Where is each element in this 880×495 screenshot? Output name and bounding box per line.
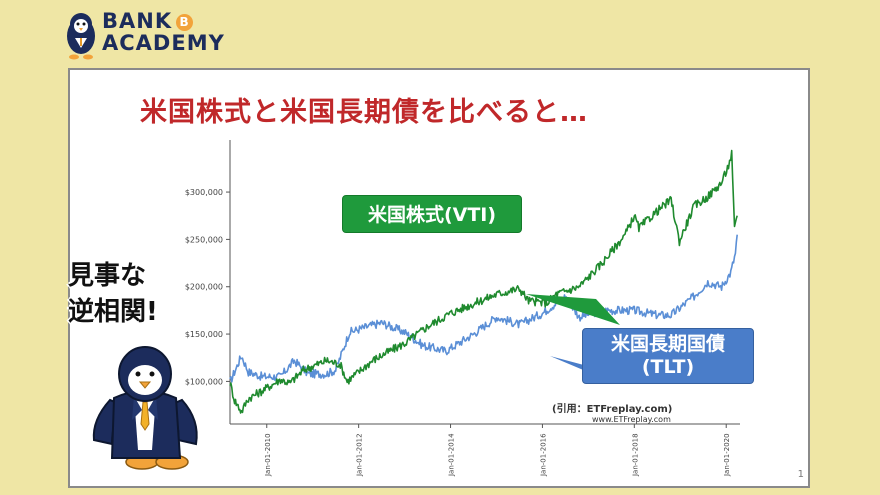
stock-callout-label: 米国株式(VTI) [367,204,497,226]
bond-callout-line2: (TLT) [641,356,695,378]
bond-series-line [229,234,738,383]
x-tick-label: Jan-01-2016 [539,433,547,477]
page-number: 1 [797,469,804,480]
y-tick-label: $150,000 [185,330,223,339]
logo-line2: ACADEMY [102,31,225,55]
bank-academy-logo: BANK B ACADEMY [62,8,232,60]
side-caption-line2: 逆相関! [68,297,158,327]
line-chart: $100,000 $150,000 $200,000 $250,000 $300,000… [185,140,740,477]
y-tick-label: $100,000 [185,377,223,386]
x-tick-label: Jan-01-2014 [448,433,456,477]
stock-callout: 米国株式(VTI) [342,195,522,233]
y-tick-label: $200,000 [185,283,223,292]
stock-series-line [229,149,738,414]
bond-callout: 米国長期国債 (TLT) [582,328,754,384]
x-tick-label: Jan-01-2012 [356,433,364,477]
bond-callout-line1: 米国長期国債 [610,333,725,355]
bitcoin-coin-icon: B [176,14,194,31]
penguin-mascot-icon [92,346,198,470]
y-tick-label: $250,000 [185,235,223,244]
logo-line1: BANK [102,9,173,33]
source-url: www.ETFreplay.com [592,415,671,424]
side-caption: 見事な 逆相関! [68,258,158,330]
side-caption-line1: 見事な [68,261,147,291]
stock-callout-pointer [526,294,620,325]
source-citation: (引用：ETFreplay.com) [552,404,673,415]
y-tick-label: $300,000 [185,188,223,197]
x-tick-label: Jan-01-2018 [631,433,639,477]
x-tick-label: Jan-01-2020 [723,433,731,477]
slide-title: 米国株式と米国長期債を比べると… [140,97,588,128]
x-tick-label: Jan-01-2010 [264,433,272,477]
penguin-logo-icon [67,13,95,60]
